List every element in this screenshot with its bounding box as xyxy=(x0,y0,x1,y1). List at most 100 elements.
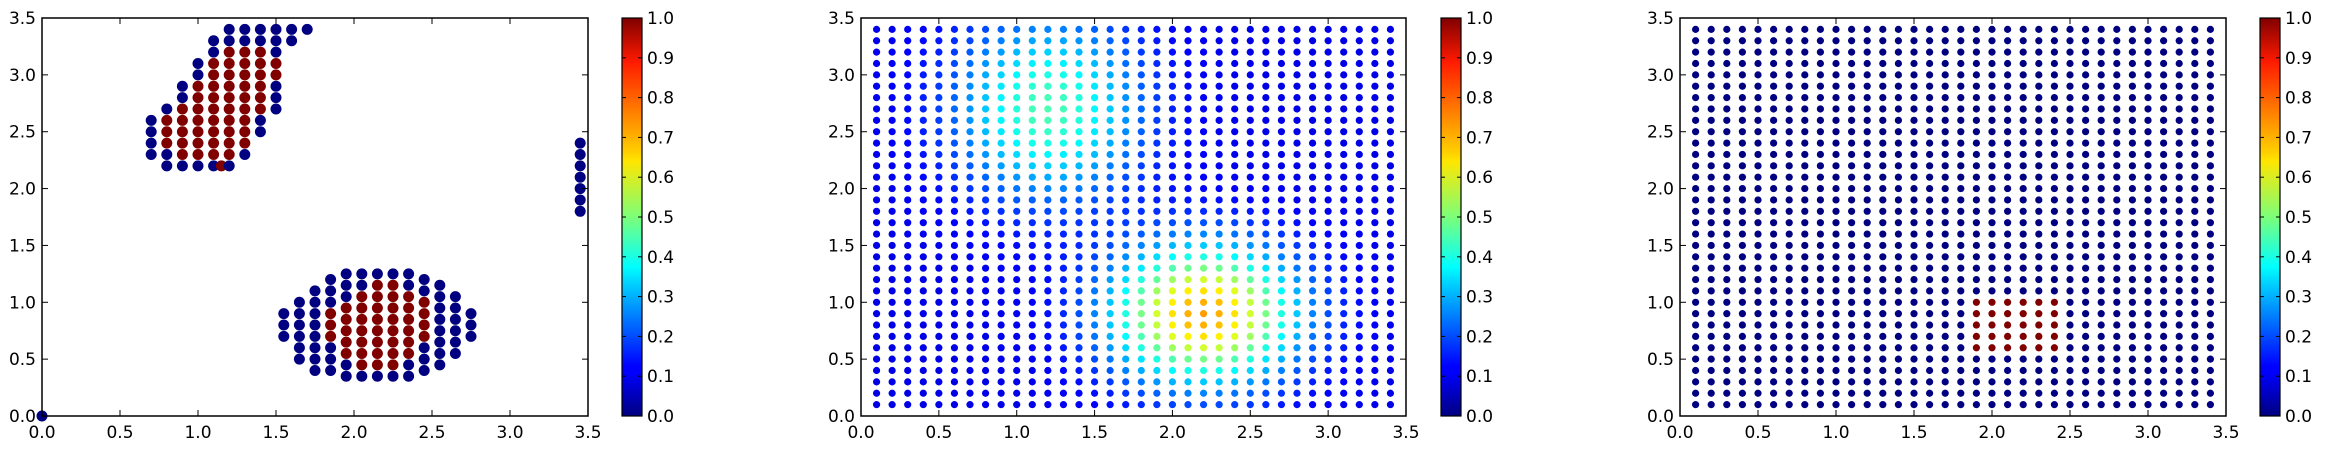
data-point xyxy=(1848,37,1856,45)
data-point xyxy=(293,319,305,331)
data-point xyxy=(1926,264,1934,272)
data-point xyxy=(1293,25,1301,33)
data-point xyxy=(1785,128,1793,136)
data-point xyxy=(1972,116,1980,124)
data-point xyxy=(2019,241,2027,250)
data-point xyxy=(1277,150,1286,159)
data-point xyxy=(1894,116,1902,124)
data-point xyxy=(286,23,298,35)
data-point xyxy=(2175,332,2183,340)
data-point xyxy=(2128,321,2136,329)
data-point xyxy=(1770,264,1778,272)
data-point xyxy=(1738,219,1746,227)
axes-frame xyxy=(1679,17,2227,417)
data-point xyxy=(1816,344,1824,352)
data-point xyxy=(1231,184,1239,193)
data-point xyxy=(2206,71,2214,79)
data-point xyxy=(1153,310,1161,318)
data-point xyxy=(2050,207,2058,215)
data-point xyxy=(872,275,881,284)
data-point xyxy=(997,128,1005,136)
data-point xyxy=(1863,344,1871,352)
data-point xyxy=(1231,389,1239,397)
data-point xyxy=(1894,25,1902,33)
data-point xyxy=(1785,37,1793,45)
data-point xyxy=(1293,59,1301,68)
data-point xyxy=(1832,162,1840,170)
data-point xyxy=(1371,298,1379,306)
data-point xyxy=(1199,184,1208,193)
data-point xyxy=(966,253,974,261)
data-point xyxy=(1355,264,1363,272)
data-point xyxy=(935,71,943,79)
data-point xyxy=(1816,275,1824,284)
data-point xyxy=(1137,298,1145,306)
data-point xyxy=(1122,264,1130,272)
data-point xyxy=(2206,389,2214,397)
colorbar-tick-label: 0.8 xyxy=(647,89,674,109)
data-point xyxy=(1785,332,1793,340)
data-point xyxy=(2144,207,2152,215)
data-point xyxy=(1340,355,1348,363)
data-point xyxy=(1277,196,1286,204)
data-point xyxy=(1879,150,1887,159)
data-point xyxy=(1013,207,1021,215)
data-point xyxy=(1941,71,1949,79)
data-point xyxy=(1848,366,1856,375)
data-point xyxy=(1168,94,1177,102)
data-point xyxy=(1013,378,1021,386)
data-point xyxy=(1941,128,1949,136)
data-point xyxy=(1957,139,1965,147)
data-point xyxy=(1770,48,1778,56)
data-point xyxy=(1371,275,1379,284)
data-point xyxy=(935,139,943,147)
data-point xyxy=(208,114,220,126)
data-point xyxy=(888,321,896,329)
data-point xyxy=(1262,48,1270,56)
data-point xyxy=(1059,310,1068,318)
data-point xyxy=(966,173,974,181)
data-point xyxy=(1090,275,1099,284)
data-point xyxy=(1059,173,1068,181)
data-point xyxy=(966,287,974,295)
data-point xyxy=(1168,389,1177,397)
data-point xyxy=(1277,116,1286,124)
data-point xyxy=(1106,105,1114,113)
data-point xyxy=(2128,82,2136,90)
data-point xyxy=(966,230,974,238)
data-point xyxy=(1277,219,1286,227)
data-point xyxy=(1371,71,1379,79)
data-point xyxy=(1972,37,1980,45)
data-point xyxy=(1848,389,1856,397)
data-point xyxy=(1044,162,1052,170)
data-point xyxy=(2004,344,2012,352)
data-point xyxy=(1199,48,1208,56)
data-point xyxy=(1059,219,1068,227)
data-point xyxy=(1013,253,1021,261)
data-point xyxy=(1199,71,1208,79)
data-point xyxy=(1293,287,1301,295)
data-point xyxy=(935,105,943,113)
data-point xyxy=(1926,25,1934,33)
data-point xyxy=(2144,150,2152,159)
data-point xyxy=(2144,116,2152,124)
data-point xyxy=(1262,366,1270,375)
data-point xyxy=(403,302,415,314)
data-point xyxy=(1785,264,1793,272)
data-point xyxy=(1816,71,1824,79)
data-point xyxy=(997,139,1005,147)
data-point xyxy=(1785,48,1793,56)
data-point xyxy=(1340,128,1348,136)
data-point xyxy=(981,162,990,170)
data-point xyxy=(1122,184,1130,193)
data-point xyxy=(1324,184,1332,193)
data-point xyxy=(2144,162,2152,170)
data-point xyxy=(1340,150,1348,159)
x-tick-label: 1.5 xyxy=(1900,423,1927,443)
y-tick-label: 0.5 xyxy=(828,350,855,370)
data-point xyxy=(1816,298,1824,306)
data-point xyxy=(2113,184,2121,193)
data-point xyxy=(1972,94,1980,102)
data-point xyxy=(1059,116,1068,124)
data-point xyxy=(1801,241,1809,250)
